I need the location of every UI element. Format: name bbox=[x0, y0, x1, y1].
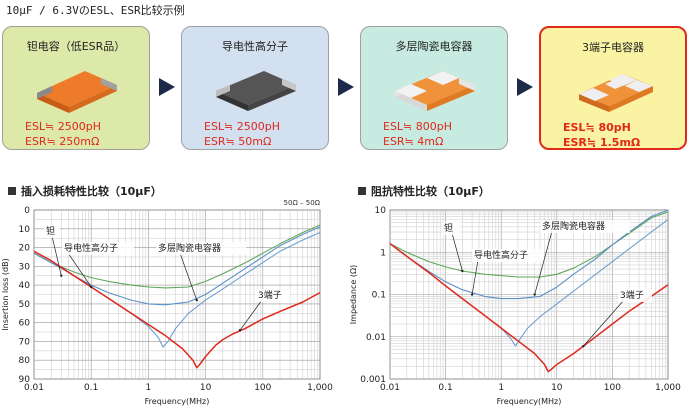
y-tick-label: 10 bbox=[375, 206, 387, 216]
x-tick-label: 100 bbox=[254, 383, 271, 393]
x-tick-label: 0.01 bbox=[24, 383, 44, 393]
annotation-label: 多层陶瓷电容器 bbox=[542, 220, 605, 232]
page-title: 10μF / 6.3VのESL、ESR比较示例 bbox=[6, 4, 185, 17]
y-tick-label: 50 bbox=[19, 300, 31, 310]
y-axis-label: Insertion loss (dB) bbox=[1, 258, 10, 330]
annotation-leader bbox=[179, 252, 198, 301]
arrow-right-icon bbox=[338, 78, 354, 96]
insertion-loss-chart: 0.01 0.1 1 10 100 1,000 0 10 20 30 40 50 60 70 80 90 Fre… bbox=[1, 199, 333, 406]
chart-title-impedance: 阻抗特性比较（10μF） bbox=[358, 183, 490, 199]
card-esl: ESL≒ 2500pH bbox=[25, 120, 102, 133]
x-tick-label: 100 bbox=[604, 383, 621, 393]
y-tick-label: 0.1 bbox=[372, 291, 386, 301]
annotation-leader bbox=[67, 252, 92, 288]
annotation-label: 钽 bbox=[444, 222, 453, 234]
x-tick-label: 0.01 bbox=[380, 383, 400, 393]
card-esl: ESL≒ 2500pH bbox=[204, 120, 281, 133]
annotation-leader bbox=[239, 299, 263, 331]
y-axis-label: Impedance (Ω) bbox=[349, 265, 358, 324]
series-line-1 bbox=[33, 226, 321, 306]
corner-note: 50Ω – 50Ω bbox=[284, 199, 321, 207]
chart-title-insertion: 插入损耗特性比较（10μF） bbox=[8, 183, 162, 199]
card-esr: ESR≒ 4mΩ bbox=[383, 135, 444, 148]
card-name: 钽电容（低ESR品） bbox=[26, 40, 126, 53]
x-tick-label: 1 bbox=[498, 383, 504, 393]
card-esl: ESL≒ 800pH bbox=[383, 120, 453, 133]
arrow-right-icon bbox=[159, 78, 175, 96]
y-tick-label: 0.01 bbox=[366, 333, 386, 343]
x-tick-label: 0.1 bbox=[84, 383, 98, 393]
annotation-label: 3端子 bbox=[258, 289, 282, 301]
mlcc-chip-icon bbox=[395, 71, 475, 111]
annotation-leader bbox=[534, 230, 553, 295]
card-three-terminal: 3端子电容器 ESL≒ 80pH ESR≒ 1.5mΩ bbox=[539, 26, 687, 150]
x-tick-label: 10 bbox=[551, 383, 563, 393]
card-name: 3端子电容器 bbox=[582, 41, 644, 54]
y-tick-label: 70 bbox=[19, 337, 31, 347]
card-name: 多层陶瓷电容器 bbox=[395, 40, 473, 53]
x-tick-label: 0.1 bbox=[438, 383, 452, 393]
tantalum-chip-icon bbox=[37, 71, 117, 113]
card-esr: ESR≒ 50mΩ bbox=[204, 135, 272, 148]
x-tick-label: 1 bbox=[146, 383, 152, 393]
impedance-chart: 0.01 0.1 1 10 100 1,0001010.10.010.001Frequen… bbox=[349, 206, 681, 406]
y-tick-label: 1 bbox=[380, 248, 386, 258]
arrow-right-icon bbox=[517, 78, 533, 96]
card-polymer: 导电性高分子 ESL≒ 2500pH ESR≒ 50mΩ bbox=[181, 26, 329, 150]
y-tick-label: 0.001 bbox=[360, 375, 386, 385]
annotation-leader bbox=[471, 259, 479, 295]
series-line-3 bbox=[389, 243, 669, 373]
y-tick-label: 60 bbox=[19, 319, 31, 329]
y-tick-label: 20 bbox=[19, 244, 31, 254]
annotation-label: 3端子 bbox=[620, 289, 644, 301]
annotation-label: 导电性高分子 bbox=[474, 249, 528, 261]
card-esl: ESL≒ 80pH bbox=[563, 121, 631, 134]
x-axis-label: Frequency(MHz) bbox=[497, 397, 562, 406]
series-line-3 bbox=[33, 250, 321, 369]
annotation-label: 钽 bbox=[46, 225, 55, 237]
annotation-leader bbox=[51, 235, 62, 276]
card-esr: ESR≒ 250mΩ bbox=[25, 135, 100, 148]
annotation-label: 多层陶瓷电容器 bbox=[158, 242, 221, 254]
y-tick-label: 90 bbox=[19, 375, 31, 385]
grid bbox=[389, 210, 668, 380]
series-line-1 bbox=[389, 209, 669, 300]
x-tick-label: 10 bbox=[200, 383, 212, 393]
annotation-leader bbox=[451, 232, 463, 272]
polymer-chip-icon bbox=[216, 71, 296, 111]
annotation-label: 导电性高分子 bbox=[64, 242, 118, 254]
y-tick-label: 10 bbox=[19, 225, 31, 235]
y-tick-label: 40 bbox=[19, 281, 31, 291]
card-mlcc: 多层陶瓷电容器 ESL≒ 800pH ESR≒ 4mΩ bbox=[360, 26, 508, 150]
annotation-leader bbox=[583, 299, 625, 347]
y-tick-label: 30 bbox=[19, 262, 31, 272]
card-esr: ESR≒ 1.5mΩ bbox=[563, 136, 641, 149]
three-terminal-chip-icon bbox=[579, 74, 653, 112]
x-axis-label: Frequency(MHz) bbox=[145, 397, 210, 406]
card-name: 导电性高分子 bbox=[222, 40, 288, 53]
card-tantalum: 钽电容（低ESR品） ESL≒ 2500pH ESR≒ 250mΩ bbox=[2, 26, 150, 150]
x-tick-label: 1,000 bbox=[655, 383, 681, 393]
y-tick-label: 80 bbox=[19, 356, 31, 366]
y-tick-label: 0 bbox=[24, 206, 30, 216]
x-tick-label: 1,000 bbox=[307, 383, 333, 393]
